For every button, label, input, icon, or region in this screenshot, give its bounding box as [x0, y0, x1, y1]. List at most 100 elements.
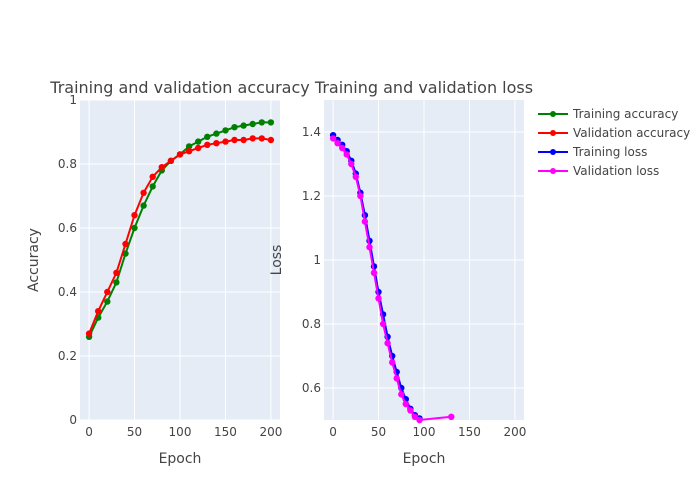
series-point-training-accuracy — [267, 119, 275, 126]
legend: Training accuracy Validation accuracy Tr… — [538, 107, 690, 178]
acc-x-tick-label: 200 — [259, 425, 282, 439]
accuracy-plot-title: Training and validation accuracy — [49, 78, 309, 97]
series-point-validation-loss — [352, 173, 359, 180]
loss-x-tick-label: 150 — [458, 425, 481, 439]
series-point-validation-loss — [379, 320, 387, 328]
series-point-validation-accuracy — [158, 164, 165, 171]
legend-item-training-accuracy[interactable]: Training accuracy — [538, 107, 678, 121]
acc-y-tick-label: 0.6 — [58, 221, 77, 235]
accuracy-tick-labels: 0 50 100 150 200 0 0.2 0.4 0.6 0.8 1 — [58, 93, 282, 439]
series-point-validation-accuracy — [140, 189, 147, 196]
series-point-validation-accuracy — [267, 136, 275, 144]
loss-x-tick-label: 100 — [413, 425, 436, 439]
accuracy-series-group — [85, 119, 275, 340]
series-point-validation-loss — [329, 135, 337, 142]
series-point-training-accuracy — [104, 298, 111, 305]
acc-y-tick-label: 0 — [69, 413, 77, 427]
series-point-validation-loss — [448, 413, 455, 420]
series-point-validation-accuracy — [240, 136, 247, 144]
series-point-validation-accuracy — [204, 141, 211, 148]
series-point-training-accuracy — [140, 202, 147, 209]
series-point-validation-loss — [370, 269, 378, 276]
loss-series-group — [329, 132, 455, 424]
accuracy-gridlines — [80, 99, 280, 421]
acc-y-tick-label: 1 — [69, 93, 77, 107]
series-point-validation-accuracy — [213, 140, 220, 147]
legend-item-validation-loss[interactable]: Validation loss — [538, 164, 659, 178]
series-point-training-accuracy — [240, 122, 247, 129]
loss-x-tick-label: 0 — [329, 425, 337, 439]
series-point-training-accuracy — [213, 130, 220, 137]
legend-item-training-loss[interactable]: Training loss — [538, 145, 647, 159]
loss-plot-title: Training and validation loss — [314, 78, 533, 97]
series-validation-accuracy — [85, 135, 275, 337]
loss-y-tick-label: 1 — [313, 253, 321, 267]
loss-x-axis-title: Epoch — [403, 451, 446, 467]
series-point-validation-loss — [402, 400, 409, 408]
series-point-training-accuracy — [258, 119, 265, 126]
series-point-validation-loss — [389, 359, 396, 366]
series-point-validation-loss — [334, 140, 341, 147]
series-point-training-accuracy — [222, 127, 229, 134]
series-point-validation-accuracy — [167, 157, 175, 164]
series-point-validation-accuracy — [176, 151, 184, 158]
series-point-validation-accuracy — [95, 308, 102, 315]
series-point-validation-accuracy — [195, 144, 202, 152]
series-point-training-accuracy — [231, 124, 238, 131]
series-point-training-accuracy — [113, 279, 120, 286]
series-point-validation-loss — [393, 375, 400, 382]
acc-y-tick-label: 0.2 — [58, 349, 77, 363]
acc-y-tick-label: 0.4 — [58, 285, 77, 299]
acc-x-tick-label: 100 — [169, 425, 192, 439]
series-point-validation-accuracy — [222, 138, 229, 145]
loss-y-tick-label: 1.2 — [302, 189, 321, 203]
series-point-validation-accuracy — [149, 173, 156, 180]
series-point-validation-accuracy — [131, 212, 138, 219]
series-point-validation-loss — [384, 340, 391, 347]
series-point-validation-loss — [411, 413, 419, 420]
series-point-validation-accuracy — [122, 240, 129, 248]
legend-label-training-accuracy: Training accuracy — [572, 107, 678, 121]
series-point-validation-loss — [375, 295, 382, 302]
series-point-validation-accuracy — [104, 288, 111, 296]
series-point-validation-loss — [343, 151, 350, 158]
series-point-validation-loss — [407, 407, 414, 414]
legend-label-validation-loss: Validation loss — [573, 164, 659, 178]
legend-item-validation-accuracy[interactable]: Validation accuracy — [538, 126, 690, 140]
legend-label-validation-accuracy: Validation accuracy — [573, 126, 690, 140]
series-point-validation-loss — [348, 160, 355, 168]
series-point-validation-loss — [416, 416, 423, 424]
series-point-validation-accuracy — [185, 148, 193, 155]
series-point-training-accuracy — [204, 133, 211, 140]
series-point-validation-accuracy — [85, 330, 93, 337]
series-validation-loss — [329, 135, 455, 424]
acc-x-tick-label: 50 — [127, 425, 142, 439]
accuracy-subplot: 0 50 100 150 200 0 0.2 0.4 0.6 0.8 1 Training and … — [26, 78, 310, 467]
accuracy-x-axis-title: Epoch — [159, 451, 202, 467]
series-point-training-accuracy — [131, 224, 138, 232]
loss-y-tick-label: 1.4 — [302, 125, 321, 139]
series-point-validation-loss — [361, 218, 369, 225]
loss-x-tick-label: 50 — [371, 425, 386, 439]
loss-y-tick-label: 0.8 — [302, 317, 321, 331]
series-point-validation-loss — [339, 144, 346, 152]
series-point-validation-accuracy — [249, 135, 256, 142]
legend-label-training-loss: Training loss — [572, 145, 647, 159]
loss-y-axis-title: Loss — [269, 245, 285, 276]
loss-subplot: 0 50 100 150 200 0.6 0.8 1 1.2 1.4 Training and v… — [269, 78, 533, 467]
series-point-validation-accuracy — [258, 135, 265, 142]
loss-x-tick-label: 200 — [503, 425, 526, 439]
acc-y-tick-label: 0.8 — [58, 157, 77, 171]
series-point-validation-loss — [366, 244, 373, 251]
acc-x-tick-label: 150 — [214, 425, 237, 439]
series-point-validation-accuracy — [113, 269, 120, 276]
loss-tick-labels: 0 50 100 150 200 0.6 0.8 1 1.2 1.4 — [302, 125, 526, 439]
series-point-training-accuracy — [149, 183, 156, 190]
series-point-training-accuracy — [195, 138, 202, 145]
series-point-validation-accuracy — [231, 136, 238, 144]
series-point-training-accuracy — [185, 143, 193, 150]
acc-x-tick-label: 0 — [85, 425, 93, 439]
series-point-training-accuracy — [249, 120, 256, 128]
accuracy-y-axis-title: Accuracy — [26, 228, 42, 292]
